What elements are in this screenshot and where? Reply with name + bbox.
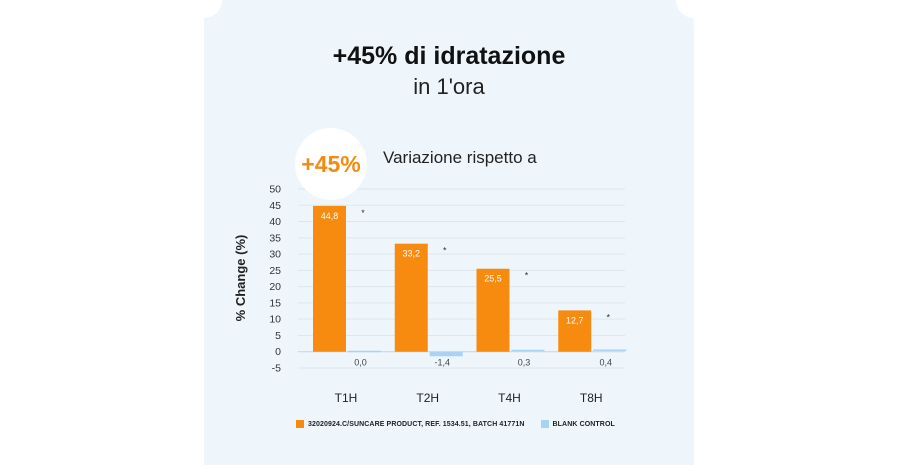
y-tick-label: 5 bbox=[275, 330, 281, 342]
y-tick-label: -5 bbox=[272, 363, 281, 375]
bar-control bbox=[429, 351, 463, 357]
bar-product bbox=[558, 310, 592, 352]
bar-control bbox=[511, 349, 545, 352]
significance-marker: * bbox=[443, 246, 447, 256]
significance-marker: * bbox=[525, 271, 529, 281]
legend-item-product: 32020924.C/SUNCARE PRODUCT, REF. 1534.51… bbox=[296, 420, 525, 428]
y-axis-label: % Change (%) bbox=[233, 235, 248, 322]
percentage-badge: +45% bbox=[295, 128, 367, 200]
bar-label-product: 12,7 bbox=[566, 315, 584, 325]
legend-item-control: BLANK CONTROL bbox=[540, 420, 615, 428]
bar-product bbox=[476, 268, 510, 352]
legend-label-control: BLANK CONTROL bbox=[552, 420, 615, 428]
chart-card bbox=[204, 0, 694, 465]
y-tick-label: 45 bbox=[269, 200, 281, 212]
x-tick-label: T1H bbox=[335, 391, 358, 405]
legend-label-product: 32020924.C/SUNCARE PRODUCT, REF. 1534.51… bbox=[308, 420, 525, 428]
legend-swatch-control bbox=[540, 420, 549, 428]
x-tick-label: T4H bbox=[498, 391, 521, 405]
legend-swatch-product bbox=[296, 420, 304, 428]
bar-label-control: 0,4 bbox=[599, 358, 612, 368]
bar-product bbox=[394, 243, 428, 352]
bar-label-product: 44,8 bbox=[321, 211, 339, 221]
bar-label-control: -1,4 bbox=[434, 358, 450, 368]
y-tick-label: 30 bbox=[269, 249, 281, 261]
y-tick-label: 15 bbox=[269, 297, 281, 309]
bar-label-product: 25,5 bbox=[484, 274, 502, 284]
bar-label-product: 33,2 bbox=[402, 249, 420, 259]
significance-marker: * bbox=[361, 208, 365, 218]
y-tick-label: 50 bbox=[269, 184, 281, 196]
y-tick-label: 10 bbox=[269, 314, 281, 326]
x-tick-label: T8H bbox=[580, 391, 603, 405]
y-tick-label: 40 bbox=[269, 216, 281, 228]
y-tick-label: 35 bbox=[269, 232, 281, 244]
bar-product bbox=[313, 205, 346, 352]
chart-legend: 32020924.C/SUNCARE PRODUCT, REF. 1534.51… bbox=[296, 420, 625, 428]
y-tick-label: 20 bbox=[269, 281, 281, 293]
x-tick-label: T2H bbox=[416, 391, 439, 405]
bar-control bbox=[348, 350, 381, 353]
significance-marker: * bbox=[606, 312, 610, 322]
page-title: +45% di idratazione bbox=[332, 42, 566, 70]
y-tick-label: 0 bbox=[275, 346, 281, 358]
bar-label-control: 0,0 bbox=[354, 358, 367, 368]
page-subtitle: in 1'ora bbox=[413, 74, 485, 99]
chart-heading: Variazione rispetto a bbox=[383, 148, 537, 167]
y-tick-label: 25 bbox=[269, 265, 281, 277]
bar-label-control: 0,3 bbox=[518, 358, 531, 368]
bar-control bbox=[593, 349, 627, 351]
